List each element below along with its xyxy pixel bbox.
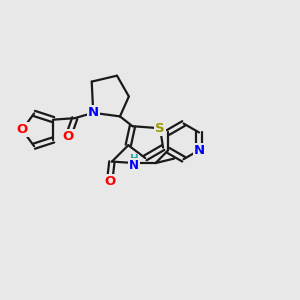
Text: O: O: [16, 123, 28, 136]
Text: N: N: [194, 144, 205, 157]
Text: N: N: [88, 106, 99, 119]
Text: O: O: [104, 175, 115, 188]
Text: S: S: [155, 122, 165, 135]
Text: H: H: [130, 154, 139, 164]
Text: N: N: [129, 159, 139, 172]
Text: O: O: [63, 130, 74, 143]
